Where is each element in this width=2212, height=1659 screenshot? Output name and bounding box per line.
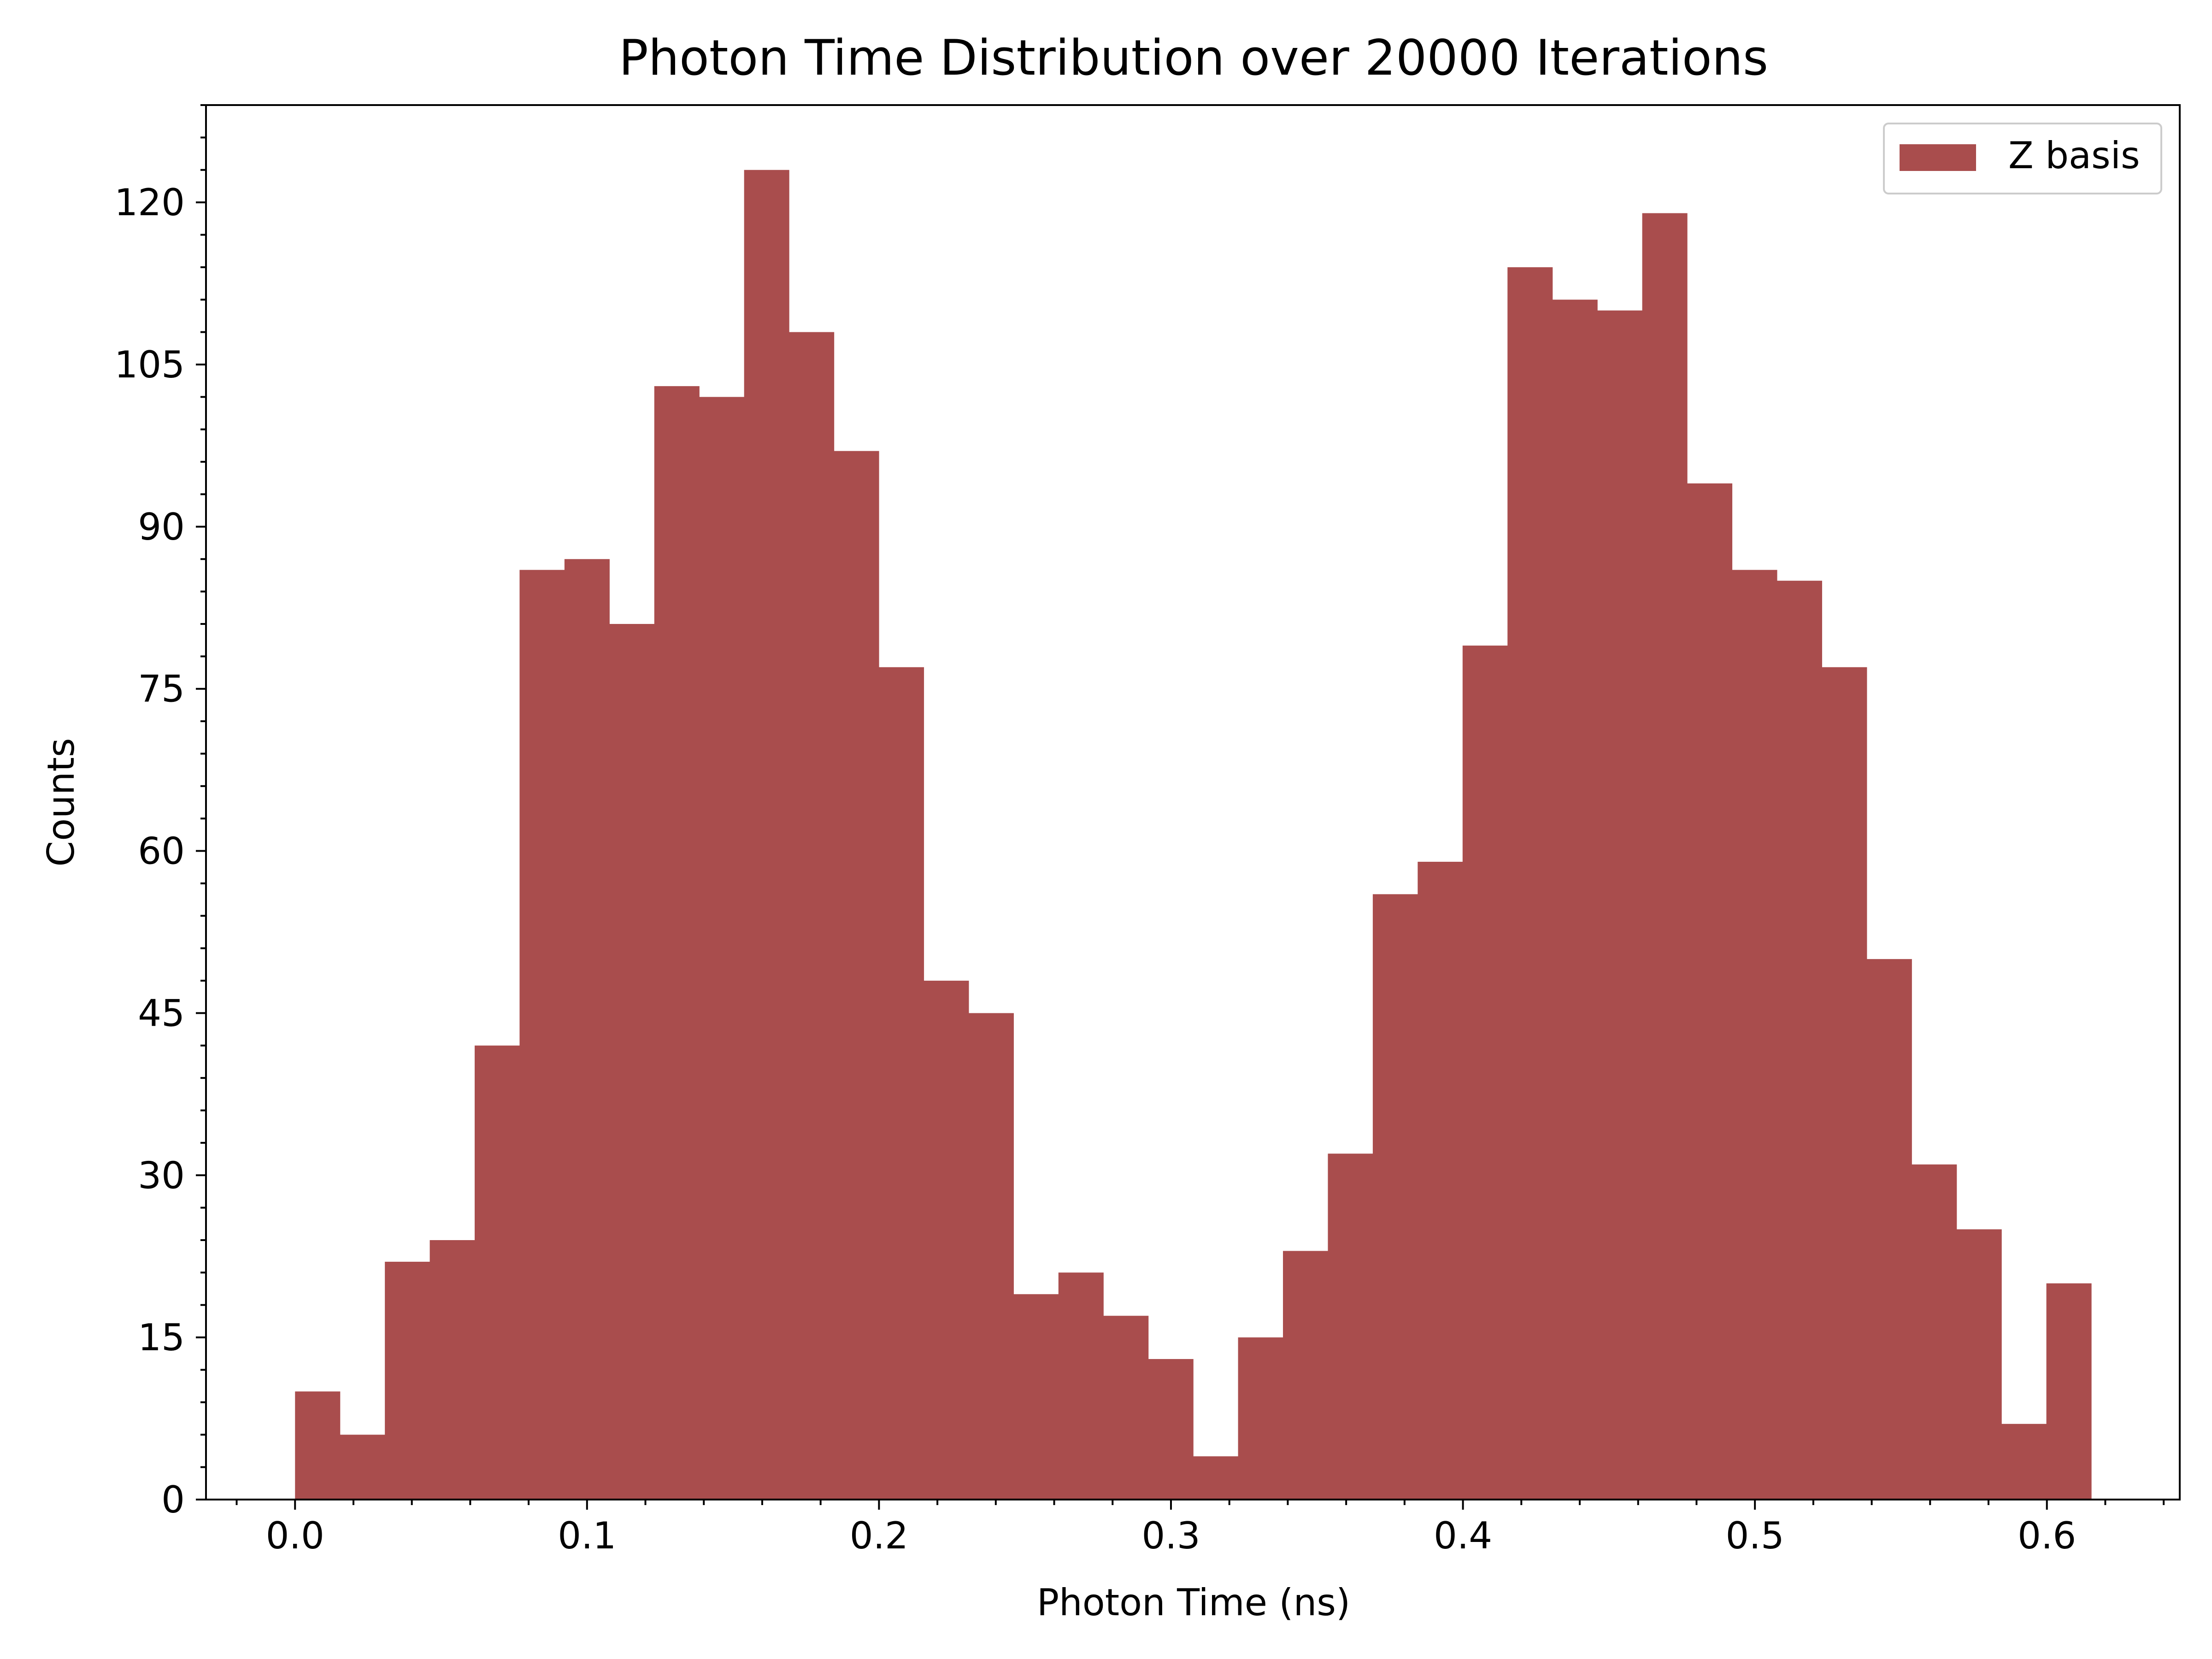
histogram-bar	[1238, 1337, 1283, 1500]
x-tick-label: 0.1	[558, 1514, 616, 1557]
histogram-bar	[834, 451, 879, 1500]
y-tick-label: 0	[161, 1478, 185, 1521]
x-axis-ticks: 0.0 0.1 0.2 0.3 0.4 0.5 0.6	[266, 1500, 2076, 1557]
histogram-bar	[340, 1435, 385, 1500]
chart-title: Photon Time Distribution over 20000 Iter…	[619, 29, 1768, 86]
histogram-bar	[968, 1013, 1014, 1500]
histogram-bar	[385, 1261, 430, 1500]
legend-label-z-basis: Z basis	[2008, 134, 2140, 177]
histogram-bar	[744, 170, 789, 1500]
histogram-bar	[654, 386, 700, 1500]
histogram-bar	[1462, 645, 1508, 1500]
y-tick-label: 105	[114, 343, 185, 386]
histogram-bar	[1956, 1229, 2002, 1500]
y-axis-label: Counts	[40, 738, 82, 866]
histogram-bar	[1058, 1272, 1104, 1500]
x-axis-label: Photon Time (ns)	[1037, 1581, 1350, 1624]
x-tick-label: 0.0	[266, 1514, 324, 1557]
histogram-bar	[1552, 300, 1598, 1500]
x-tick-label: 0.6	[2018, 1514, 2076, 1557]
histogram-bar	[879, 667, 924, 1500]
histogram-bar	[1013, 1294, 1059, 1500]
histogram-bar	[1193, 1456, 1239, 1500]
legend-box	[1883, 123, 2162, 194]
histogram-bar	[1507, 267, 1553, 1500]
histogram-bar	[1283, 1251, 1329, 1500]
y-tick-label: 120	[114, 181, 185, 224]
y-axis-ticks: 0 15 30 45 60 75 90 105 120	[114, 181, 206, 1521]
plot-frame	[205, 104, 2181, 1500]
x-tick-label: 0.4	[1434, 1514, 1492, 1557]
y-tick-label: 90	[138, 506, 185, 548]
y-tick-label: 30	[138, 1154, 185, 1197]
legend-swatch-z-basis	[1900, 144, 1976, 171]
histogram-bar	[1328, 1153, 1373, 1500]
histogram-bar	[295, 1391, 341, 1500]
histogram-bar	[2001, 1424, 2047, 1500]
histogram-bars	[295, 170, 2092, 1500]
x-tick-label: 0.2	[850, 1514, 908, 1557]
histogram-bar	[1103, 1316, 1149, 1500]
histogram-bar	[1777, 581, 1822, 1500]
histogram-bar	[429, 1240, 475, 1500]
legend: Z basis	[1883, 123, 2162, 194]
histogram-bar	[2046, 1283, 2092, 1500]
histogram-bar	[789, 332, 835, 1500]
histogram-bar	[1822, 667, 1867, 1500]
histogram-bar	[1866, 959, 1912, 1500]
histogram-bar	[1642, 213, 1688, 1500]
y-tick-label: 75	[138, 668, 185, 711]
y-tick-label: 60	[138, 830, 185, 873]
histogram-bar	[1418, 862, 1463, 1500]
histogram-bar	[1687, 483, 1733, 1500]
histogram-bar	[1732, 570, 1777, 1500]
histogram-bar	[475, 1045, 520, 1500]
histogram-bar	[1912, 1164, 1957, 1500]
histogram-bar	[699, 397, 745, 1500]
histogram-bar	[609, 624, 655, 1500]
histogram-bar	[924, 981, 969, 1500]
histogram-bar	[1372, 894, 1418, 1500]
histogram-bar	[1148, 1359, 1194, 1500]
histogram-bar	[564, 559, 610, 1500]
x-tick-label: 0.3	[1141, 1514, 1200, 1557]
histogram-bar	[519, 570, 565, 1500]
x-tick-label: 0.5	[1726, 1514, 1784, 1557]
y-tick-label: 15	[138, 1316, 185, 1359]
histogram-bar	[1597, 310, 1643, 1500]
y-tick-label: 45	[138, 992, 185, 1035]
